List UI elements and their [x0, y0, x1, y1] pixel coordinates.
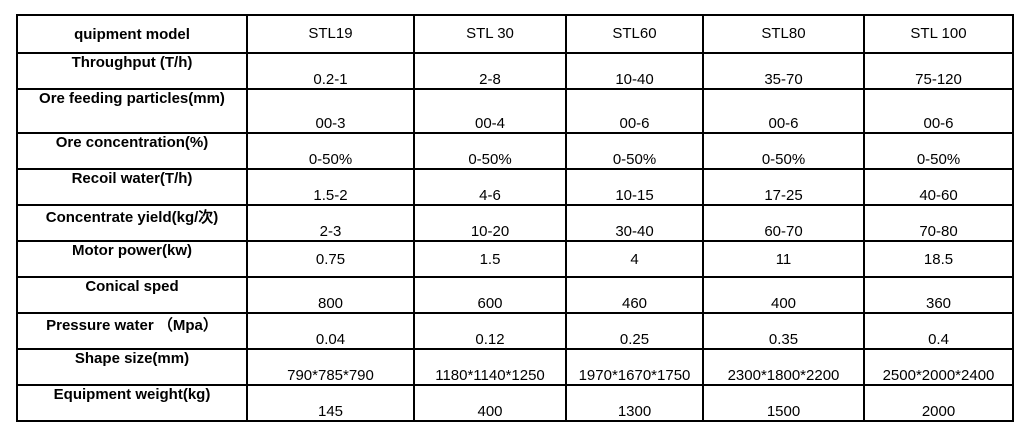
value-cell: 0-50%: [702, 132, 865, 170]
value-cell: 400: [702, 276, 865, 314]
value-cell: 1970*1670*1750: [565, 348, 704, 386]
value-cell: 0-50%: [246, 132, 415, 170]
row-label-cell: Concentrate yield(kg/次): [16, 204, 248, 242]
value-cell: 10-40: [565, 52, 704, 90]
value-cell: 0.04: [246, 312, 415, 350]
value-cell: 70-80: [863, 204, 1014, 242]
value-cell: 40-60: [863, 168, 1014, 206]
value-cell: 360: [863, 276, 1014, 314]
value-cell: 0-50%: [863, 132, 1014, 170]
value-cell: 600: [413, 276, 567, 314]
value-cell: 17-25: [702, 168, 865, 206]
table-row: Motor power(kw) 0.75 1.5 4 11 18.5: [16, 240, 1014, 278]
row-label-cell: Throughput (T/h): [16, 52, 248, 90]
model-name-cell: STL 100: [863, 14, 1014, 54]
value-cell: 35-70: [702, 52, 865, 90]
value-cell: 4-6: [413, 168, 567, 206]
page: quipment model STL19 STL 30 STL60 STL80 STL 1…: [0, 14, 1028, 436]
value-cell: 1.5: [413, 240, 567, 278]
header-label-cell: quipment model: [16, 14, 248, 54]
row-label-cell: Pressure water （Mpa）: [16, 312, 248, 350]
value-cell: 18.5: [863, 240, 1014, 278]
model-name-cell: STL80: [702, 14, 865, 54]
row-label-cell: Ore feeding particles(mm): [16, 88, 248, 134]
row-label-cell: Conical sped: [16, 276, 248, 314]
value-cell: 30-40: [565, 204, 704, 242]
value-cell: 2-3: [246, 204, 415, 242]
value-cell: 0.25: [565, 312, 704, 350]
table-row: Recoil water(T/h) 1.5-2 4-6 10-15 17-25 40-60: [16, 168, 1014, 206]
value-cell: 2500*2000*2400: [863, 348, 1014, 386]
table-row: Throughput (T/h) 0.2-1 2-8 10-40 35-70 75-120: [16, 52, 1014, 90]
equipment-spec-table: quipment model STL19 STL 30 STL60 STL80 STL 1…: [16, 14, 1014, 422]
value-cell: 790*785*790: [246, 348, 415, 386]
model-name-cell: STL 30: [413, 14, 567, 54]
value-cell: 2300*1800*2200: [702, 348, 865, 386]
value-cell: 0-50%: [565, 132, 704, 170]
value-cell: 75-120: [863, 52, 1014, 90]
value-cell: 460: [565, 276, 704, 314]
row-label-cell: Recoil water(T/h): [16, 168, 248, 206]
value-cell: 0.12: [413, 312, 567, 350]
value-cell: 800: [246, 276, 415, 314]
table-row: Ore concentration(%) 0-50% 0-50% 0-50% 0-50%…: [16, 132, 1014, 170]
value-cell: 00-6: [702, 88, 865, 134]
header-row: quipment model STL19 STL 30 STL60 STL80 STL 1…: [16, 14, 1014, 54]
table-row: Concentrate yield(kg/次) 2-3 10-20 30-40 60-7…: [16, 204, 1014, 242]
value-cell: 0.2-1: [246, 52, 415, 90]
table-row: Shape size(mm) 790*785*790 1180*1140*1250 1…: [16, 348, 1014, 386]
row-label-cell: Motor power(kw): [16, 240, 248, 278]
table-row: Ore feeding particles(mm) 00-3 00-4 00-6 00-…: [16, 88, 1014, 134]
table-row: Conical sped 800 600 460 400 360: [16, 276, 1014, 314]
value-cell: 0.35: [702, 312, 865, 350]
row-label-cell: Equipment weight(kg): [16, 384, 248, 422]
value-cell: 2000: [863, 384, 1014, 422]
value-cell: 10-20: [413, 204, 567, 242]
model-name-cell: STL19: [246, 14, 415, 54]
value-cell: 400: [413, 384, 567, 422]
value-cell: 145: [246, 384, 415, 422]
value-cell: 0-50%: [413, 132, 567, 170]
value-cell: 1180*1140*1250: [413, 348, 567, 386]
value-cell: 4: [565, 240, 704, 278]
value-cell: 1500: [702, 384, 865, 422]
value-cell: 1300: [565, 384, 704, 422]
value-cell: 60-70: [702, 204, 865, 242]
value-cell: 00-3: [246, 88, 415, 134]
model-name-cell: STL60: [565, 14, 704, 54]
value-cell: 00-6: [863, 88, 1014, 134]
value-cell: 10-15: [565, 168, 704, 206]
row-label-cell: Shape size(mm): [16, 348, 248, 386]
value-cell: 11: [702, 240, 865, 278]
value-cell: 0.4: [863, 312, 1014, 350]
value-cell: 00-6: [565, 88, 704, 134]
value-cell: 0.75: [246, 240, 415, 278]
value-cell: 00-4: [413, 88, 567, 134]
value-cell: 1.5-2: [246, 168, 415, 206]
table-row: Equipment weight(kg) 145 400 1300 1500 2000: [16, 384, 1014, 422]
table-row: Pressure water （Mpa） 0.04 0.12 0.25 0.35 0.4: [16, 312, 1014, 350]
value-cell: 2-8: [413, 52, 567, 90]
row-label-cell: Ore concentration(%): [16, 132, 248, 170]
